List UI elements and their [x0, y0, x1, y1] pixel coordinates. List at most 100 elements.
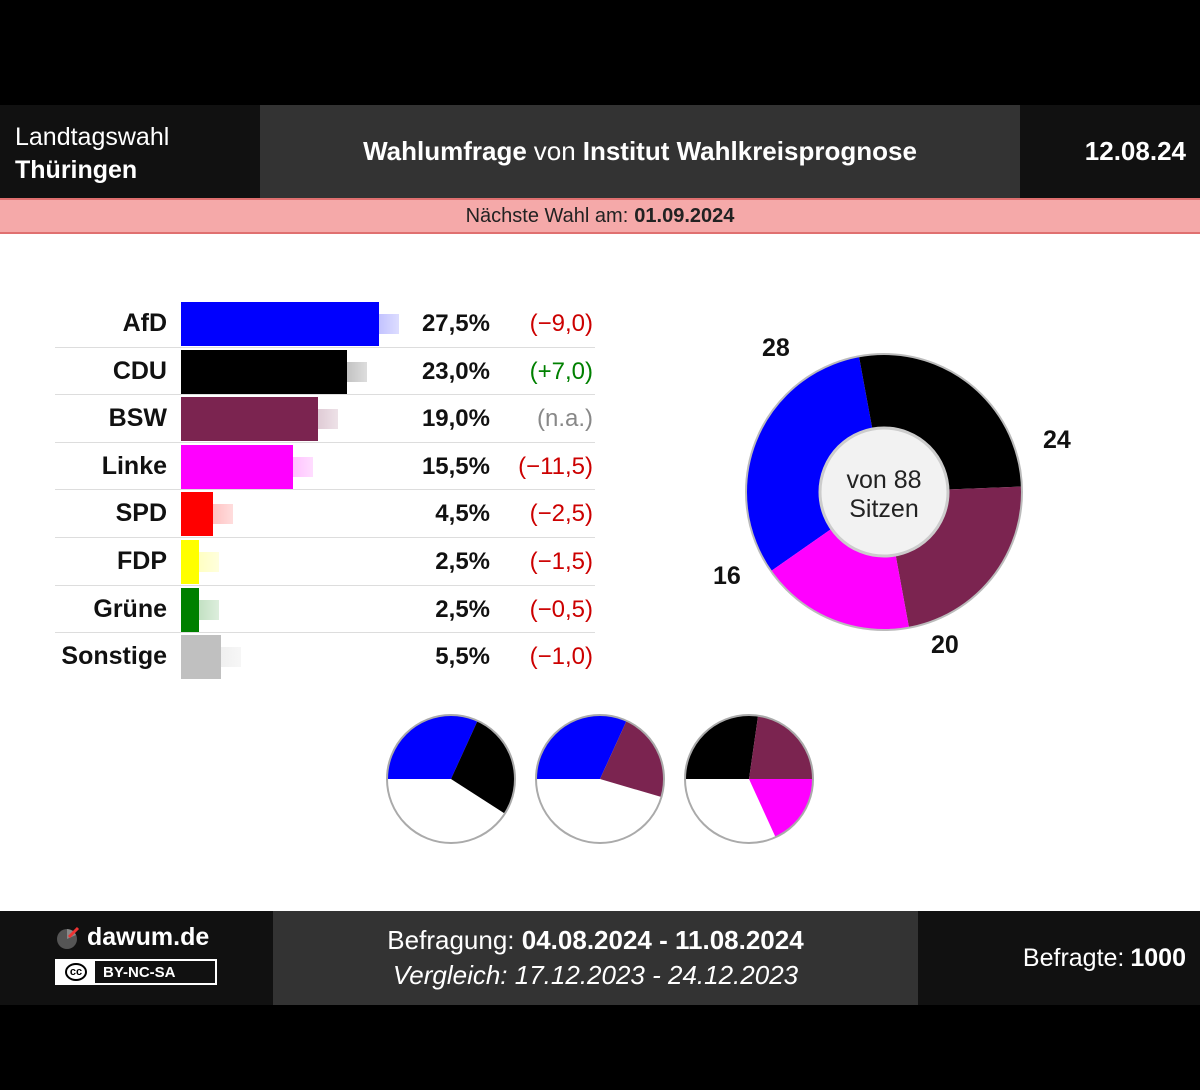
survey-dates: 04.08.2024 - 11.08.2024	[521, 925, 804, 955]
bar-afd	[181, 302, 379, 346]
survey-period: Befragung: 04.08.2024 - 11.08.2024	[387, 923, 803, 958]
change-label: (−1,0)	[529, 643, 593, 671]
bar-marker-bsw	[299, 409, 338, 430]
party-name: Sonstige	[61, 642, 167, 671]
party-name: SPD	[115, 499, 167, 528]
party-row-bsw: BSW 19,0% (n.a.)	[55, 395, 595, 443]
party-row-gr-ne: Grüne 2,5% (−0,5)	[55, 586, 595, 634]
value-label: 2,5%	[435, 595, 490, 623]
next-election-banner: Nächste Wahl am: 01.09.2024	[0, 198, 1200, 234]
coalition-pie-cdu-bsw-linke	[684, 714, 814, 844]
coalition-pie-afd-bsw	[535, 714, 665, 844]
bar-marker-gr-ne	[181, 599, 219, 620]
bar-marker-sonstige	[202, 647, 241, 668]
party-name: Linke	[101, 451, 167, 480]
comparison-period: Vergleich: 17.12.2023 - 24.12.2023	[392, 960, 799, 990]
donut-center-line1: von 88	[846, 466, 922, 494]
party-bar-chart: AfD 27,5% (−9,0) CDU 23,0% (+7,0) BSW 19,0% (n.a…	[55, 300, 595, 681]
respondents: Befragte: 1000	[918, 911, 1200, 1005]
bar-marker-afd	[361, 314, 399, 334]
license-badge[interactable]: cc BY-NC-SA	[55, 959, 217, 985]
bar-fdp	[181, 539, 199, 584]
pie-outline	[386, 714, 516, 844]
bar-cdu	[181, 349, 347, 394]
seat-label-bsw: 20	[931, 631, 959, 659]
bar-bsw	[181, 397, 318, 442]
party-name: BSW	[108, 404, 167, 433]
party-row-cdu: CDU 23,0% (+7,0)	[55, 348, 595, 396]
party-name: CDU	[112, 356, 167, 385]
party-name: FDP	[117, 546, 167, 575]
survey-info: Befragung: 04.08.2024 - 11.08.2024 Vergl…	[273, 911, 918, 1005]
seat-donut-chart	[745, 353, 1023, 631]
pie-slice-cdu	[685, 715, 759, 779]
next-election-label: Nächste Wahl am:	[465, 204, 629, 227]
poll-label: Wahlumfrage	[363, 136, 527, 166]
donut-center-label: von 88 Sitzen	[804, 466, 964, 524]
bar-gr-ne	[181, 587, 199, 632]
change-label: (−9,0)	[529, 310, 593, 337]
value-label: 4,5%	[435, 500, 490, 528]
donut-slice-bsw	[895, 486, 1022, 628]
next-election-date: 01.09.2024	[634, 204, 735, 227]
dawum-logo[interactable]: dawum.de	[55, 923, 273, 952]
donut-slice-cdu	[858, 354, 1022, 490]
bar-linke	[181, 444, 293, 489]
party-row-afd: AfD 27,5% (−9,0)	[55, 300, 595, 348]
bar-marker-spd	[195, 504, 234, 525]
party-row-sonstige: Sonstige 5,5% (−1,0)	[55, 633, 595, 681]
bar-marker-fdp	[181, 551, 219, 572]
footer: dawum.de cc BY-NC-SA Befragung: 04.08.20…	[0, 911, 1200, 1005]
election-state: Thüringen	[15, 156, 138, 184]
cc-icon: cc	[57, 961, 95, 983]
change-label: (−1,5)	[529, 547, 593, 575]
survey-label: Befragung:	[387, 925, 515, 955]
change-label: (+7,0)	[529, 357, 593, 385]
election-type: Landtagswahl	[15, 123, 170, 151]
value-label: 2,5%	[435, 547, 490, 575]
bar-marker-cdu	[328, 361, 367, 382]
dawum-icon	[57, 926, 80, 949]
seat-label-linke: 16	[713, 562, 741, 590]
change-label: (−11,5)	[518, 452, 593, 480]
header: Landtagswahl Thüringen Wahlumfrage von I…	[0, 105, 1200, 198]
pie-slice-linke	[749, 779, 813, 838]
respondents-count: 1000	[1130, 943, 1186, 972]
party-name: Grüne	[93, 594, 167, 623]
bar-spd	[181, 492, 214, 537]
pie-slice-bsw	[749, 715, 813, 779]
party-row-spd: SPD 4,5% (−2,5)	[55, 490, 595, 538]
value-label: 19,0%	[421, 405, 490, 433]
value-label: 15,5%	[421, 452, 490, 480]
change-label: (−0,5)	[529, 595, 593, 623]
poll-date: 12.08.24	[1020, 105, 1200, 198]
pie-outline	[684, 714, 814, 844]
main-panel: AfD 27,5% (−9,0) CDU 23,0% (+7,0) BSW 19,0% (n.a…	[0, 234, 1200, 911]
donut-outline	[745, 353, 1023, 631]
party-row-linke: Linke 15,5% (−11,5)	[55, 443, 595, 491]
value-label: 27,5%	[421, 310, 490, 337]
pie-slice-bsw	[600, 720, 664, 798]
party-row-fdp: FDP 2,5% (−1,5)	[55, 538, 595, 586]
institute-name: Institut Wahlkreisprognose	[582, 136, 917, 166]
change-label: (−2,5)	[529, 500, 593, 528]
footer-branding: dawum.de cc BY-NC-SA	[0, 911, 273, 1005]
value-label: 23,0%	[421, 357, 490, 385]
value-label: 5,5%	[435, 643, 490, 671]
coalition-pie-afd-cdu	[386, 714, 516, 844]
donut-slice-afd	[746, 356, 873, 572]
site-name: dawum.de	[87, 923, 210, 951]
party-name: AfD	[122, 309, 167, 337]
change-label: (n.a.)	[536, 405, 593, 433]
seat-label-afd: 28	[762, 334, 790, 362]
donut-center-line2: Sitzen	[849, 495, 919, 523]
donut-hole	[818, 426, 950, 558]
seat-label-cdu: 24	[1043, 426, 1071, 454]
pie-slice-cdu	[451, 720, 515, 814]
bar-sonstige	[181, 635, 221, 680]
pie-outline	[535, 714, 665, 844]
poll-separator: von	[533, 136, 576, 166]
election-title: Landtagswahl Thüringen	[0, 105, 260, 198]
poll-title: Wahlumfrage von Institut Wahlkreisprogno…	[260, 105, 1020, 198]
respondents-label: Befragte:	[1022, 943, 1125, 972]
